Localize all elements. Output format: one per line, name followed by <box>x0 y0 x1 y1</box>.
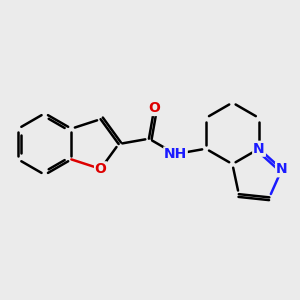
Text: O: O <box>148 101 160 116</box>
Text: N: N <box>276 162 288 176</box>
Text: O: O <box>95 162 106 176</box>
Text: N: N <box>253 142 265 156</box>
Text: NH: NH <box>164 147 187 161</box>
